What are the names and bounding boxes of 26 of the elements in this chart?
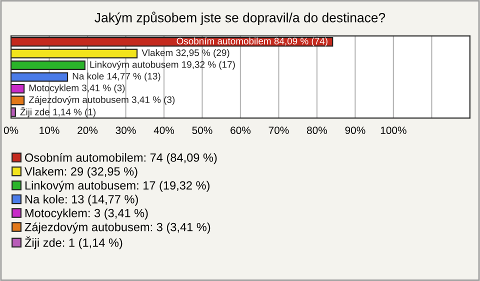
x-tick-label: 60%: [230, 126, 251, 134]
x-tick-label: 90%: [345, 126, 366, 134]
chart-title: Jakým způsobem jste se dopravil/a do destinace?: [94, 12, 386, 25]
data-label: Na kole 14,77 % (13): [72, 72, 160, 82]
x-tick-label: 70%: [268, 126, 289, 134]
x-tick-label: 0%: [4, 126, 18, 134]
legend-label: Zájezdovým autobusem: 3 (3,41 %): [24, 222, 210, 234]
x-tick-label: 30%: [116, 126, 136, 134]
legend-label: Na kole: 13 (14,77 %): [25, 194, 138, 206]
x-tick-label: 10%: [40, 126, 60, 134]
data-label: Vlakem 32,95 % (29): [142, 49, 230, 58]
data-label: Zájezdovým autobusem 3,41 % (3): [28, 96, 175, 105]
legend-label: Žiji zde: 1 (1,14 %): [24, 236, 122, 250]
x-tick-label: 40%: [154, 126, 174, 134]
data-label: Osobním automobilem 84,09 % (74): [176, 37, 328, 46]
x-tick-label: 20%: [78, 126, 98, 134]
data-label: Motocyklem 3,41 % (3): [29, 84, 125, 94]
x-tick-label: 50%: [192, 126, 212, 134]
legend-label: Vlakem: 29 (32,95 %): [24, 166, 138, 178]
legend-label: Motocyklem: 3 (3,41 %): [25, 208, 148, 220]
x-tick-label: 100%: [380, 126, 406, 134]
data-label: Linkovým autobusem 19,32 % (17): [90, 60, 235, 70]
data-label: Žiji zde 1,14 % (1): [20, 107, 96, 118]
legend-label: Linkovým autobusem: 17 (19,32 %): [25, 180, 210, 192]
x-tick-label: 80%: [306, 126, 328, 134]
legend-label: Osobním automobilem: 74 (84,09 %): [25, 152, 217, 164]
